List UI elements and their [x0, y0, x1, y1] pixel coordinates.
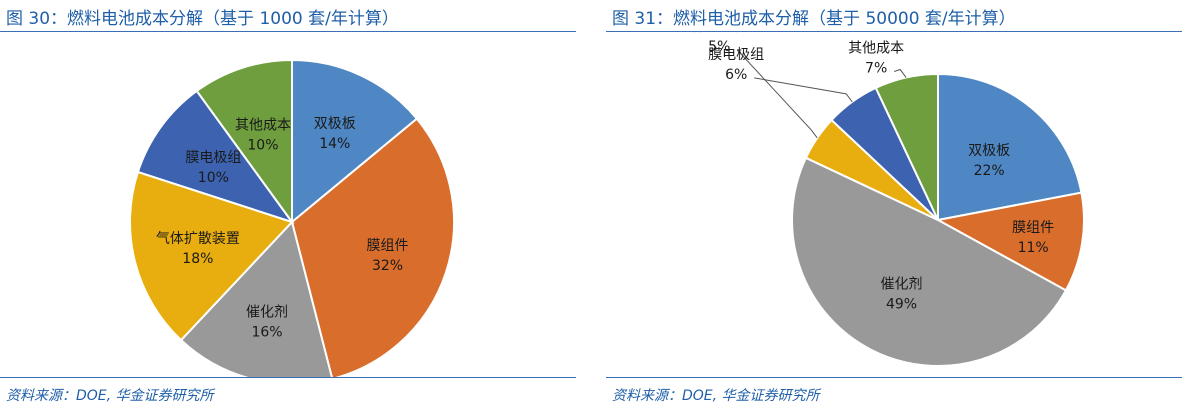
pie-slice-2: [179, 219, 333, 377]
slice-value-label: 18%: [182, 251, 213, 267]
source-divider: [0, 377, 576, 378]
pie-slice-0: [937, 72, 1083, 222]
slice-category-label: 其他成本: [235, 118, 291, 134]
title-divider: [0, 31, 576, 32]
slice-value-label: 49%: [886, 297, 917, 313]
pie-chart-1000: 双极板 14% 膜组件 32% 催化剂 16% 气体扩散装置 18% 膜电极组 10% 其他成本 10…: [129, 58, 455, 377]
pie-slice-0: [291, 58, 419, 225]
source-note: 资料来源：DOE, 华金证券研究所: [612, 388, 820, 404]
source-note: 资料来源：DOE, 华金证券研究所: [6, 388, 214, 404]
slice-category-label: 气体扩散装置: [156, 231, 240, 247]
slice-category-label: 催化剂: [881, 277, 923, 293]
slice-value-label: 6%: [725, 67, 747, 83]
slice-category-label: 膜电极组: [708, 47, 764, 63]
pie-chart-50000: 双极板 22% 膜组件 11% 催化剂 49% 气体扩散装置 5%膜电极组 6% 其他成本 7%: [677, 32, 1085, 367]
chart-panel-50000: 图 31：燃料电池成本分解（基于 50000 套/年计算） 双极板 22% 膜组件 1…: [606, 0, 1188, 417]
slice-category-label: 膜电极组: [185, 150, 241, 166]
title-divider: [606, 31, 1182, 32]
slice-value-label: 10%: [247, 138, 278, 154]
slice-value-label: 32%: [372, 258, 403, 274]
pie-slice-1: [935, 191, 1085, 292]
pie-slice-5: [874, 72, 939, 221]
slice-category-label: 双极板: [968, 143, 1010, 159]
slice-value-label: 11%: [1018, 240, 1049, 256]
slice-category-label: 其他成本: [848, 41, 904, 57]
slice-category-label: 膜组件: [367, 238, 409, 254]
slice-value-label: 16%: [251, 324, 282, 340]
slice-value-label: 22%: [974, 163, 1005, 179]
pie-slice-1: [290, 117, 455, 377]
slice-category-label: 双极板: [314, 116, 356, 132]
slice-value-label: 7%: [865, 61, 887, 77]
slice-category-label: 气体扩散装置: [677, 32, 761, 35]
leader-line-5: [893, 68, 907, 78]
pie-slice-3: [129, 170, 294, 342]
chart-title: 图 30：燃料电池成本分解（基于 1000 套/年计算）: [6, 9, 399, 29]
slice-category-label: 催化剂: [246, 304, 288, 320]
pie-slice-2: [791, 156, 1068, 367]
slice-value-label: 5%: [708, 39, 730, 55]
pie-slice-4: [136, 89, 295, 224]
pie-slice-5: [195, 58, 293, 226]
chart-title: 图 31：燃料电池成本分解（基于 50000 套/年计算）: [612, 9, 1016, 29]
slice-category-label: 膜组件: [1012, 220, 1054, 236]
slice-value-label: 14%: [319, 136, 350, 152]
leader-line-3: [736, 49, 818, 139]
chart-panel-1000: 图 30：燃料电池成本分解（基于 1000 套/年计算） 双极板 14% 膜组件 32…: [0, 0, 582, 417]
source-divider: [606, 377, 1182, 378]
slice-value-label: 10%: [198, 170, 229, 186]
leader-line-4: [754, 77, 853, 103]
